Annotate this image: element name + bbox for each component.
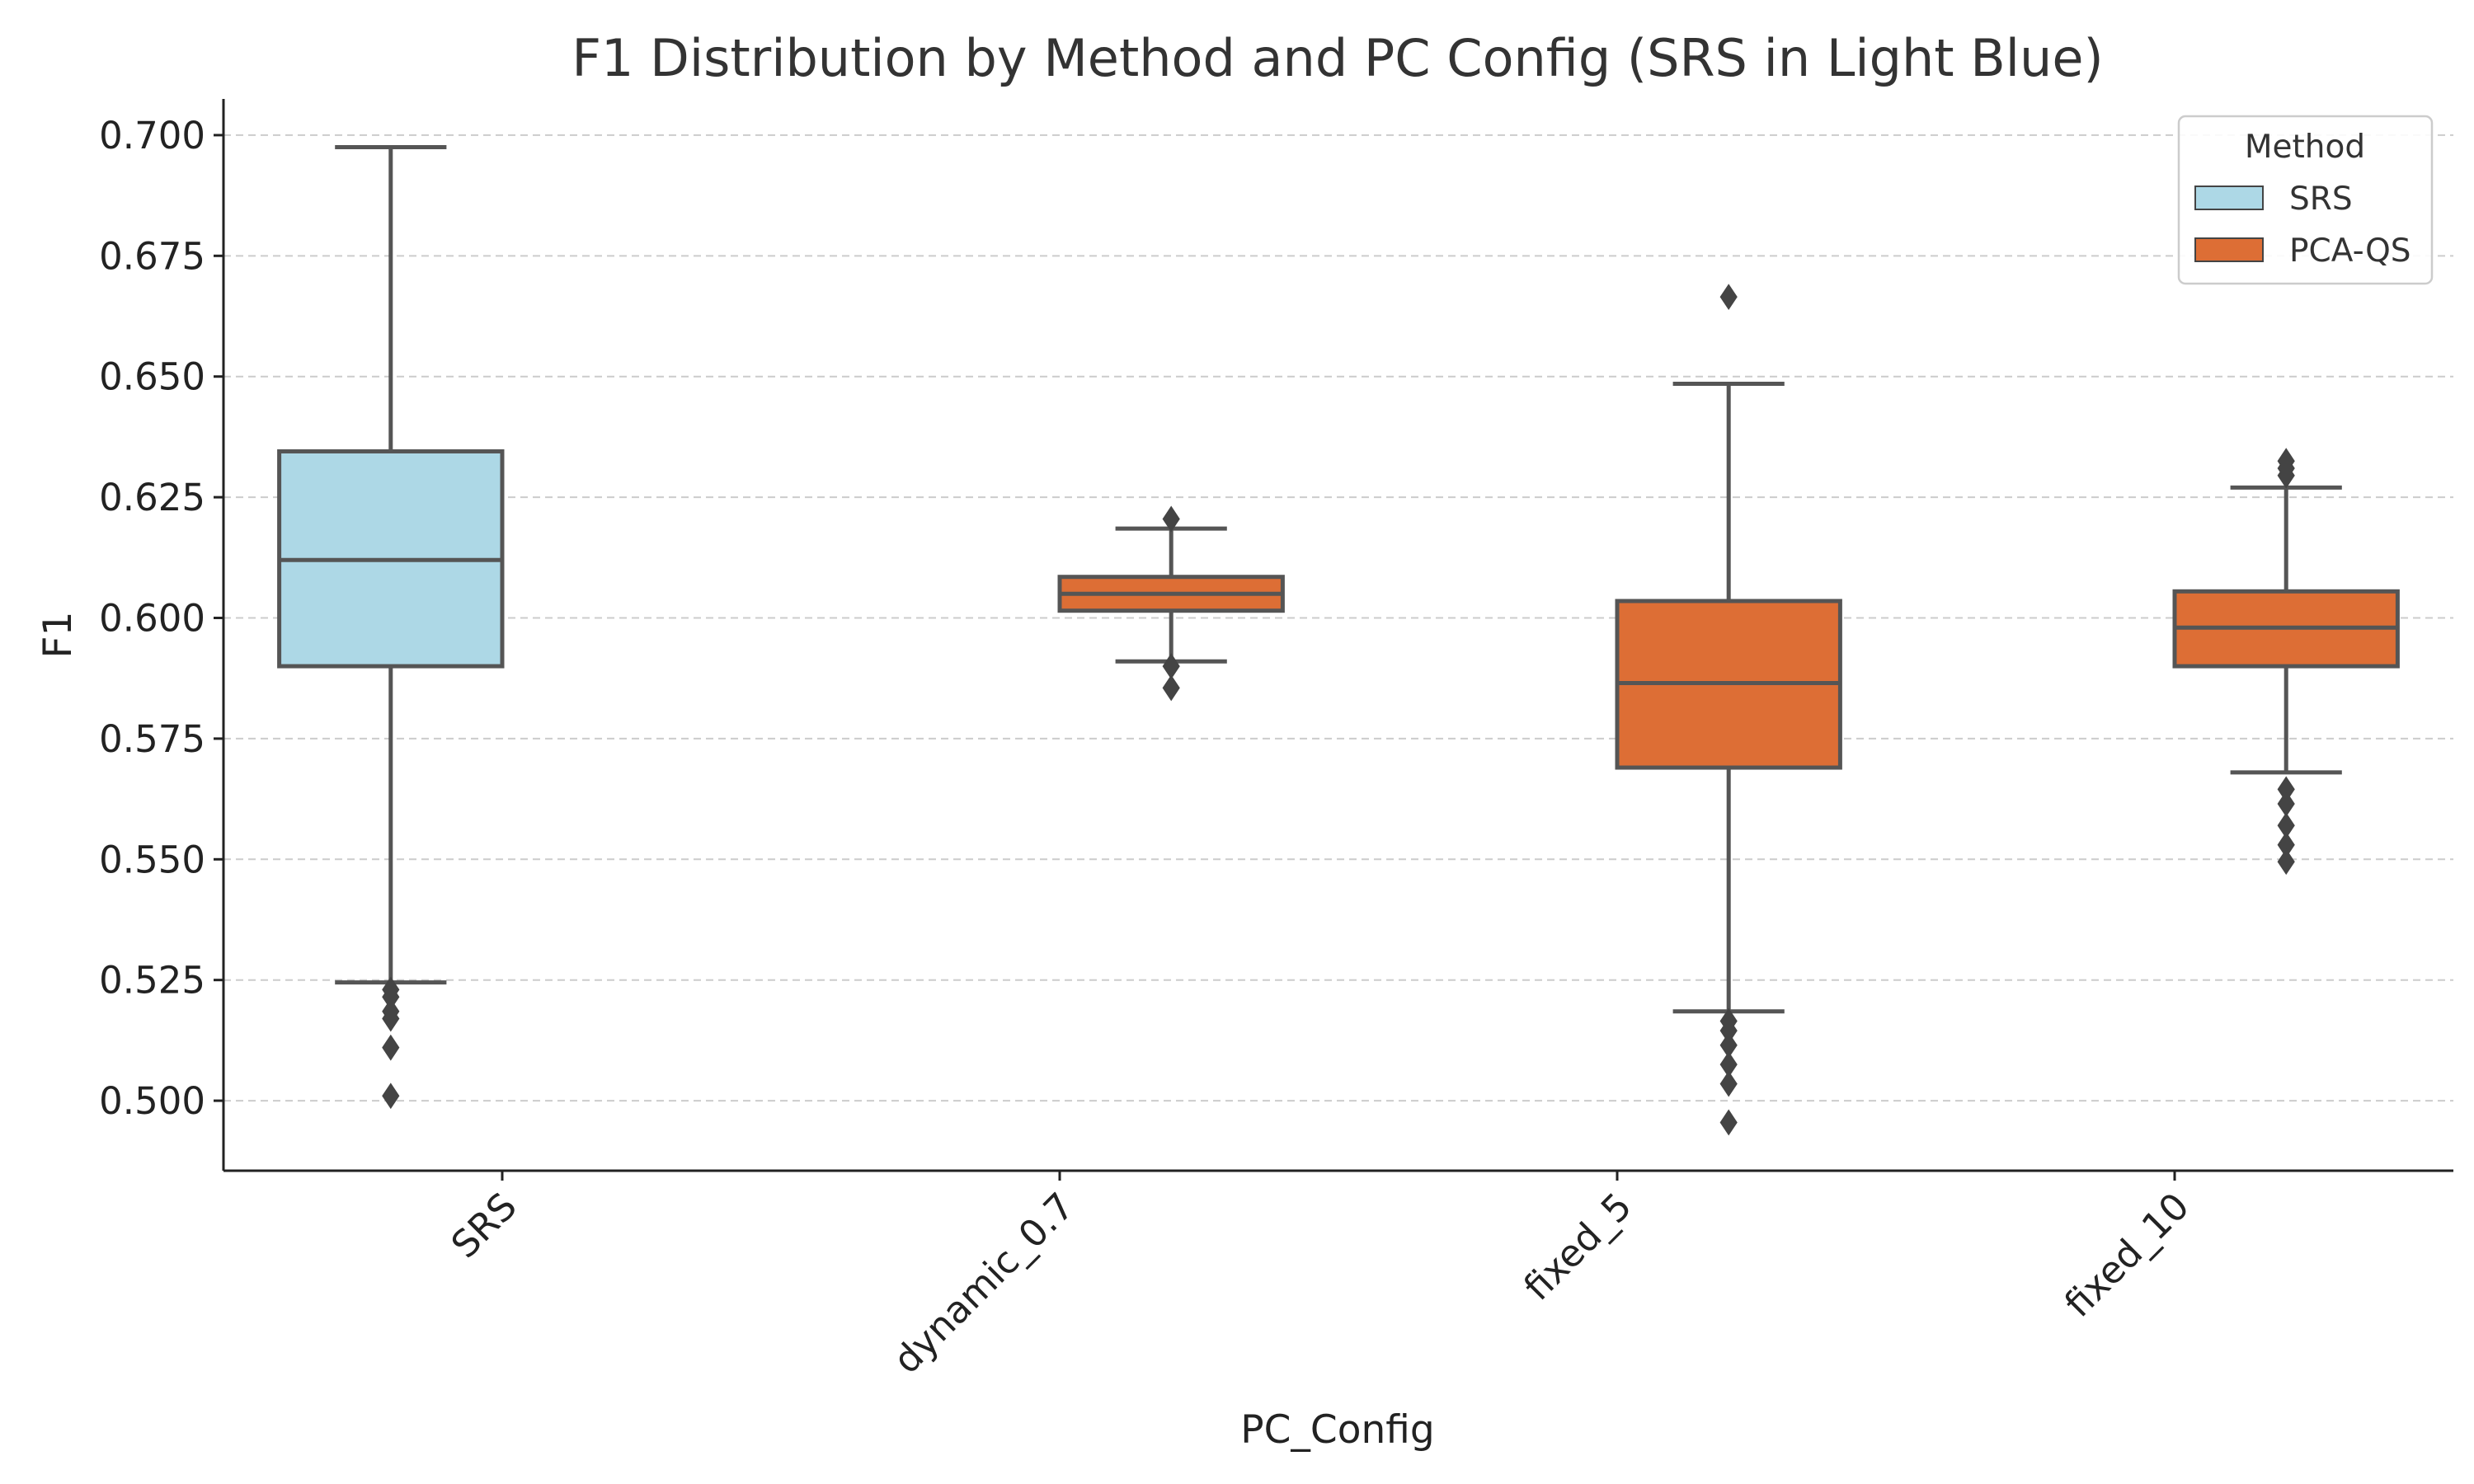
y-tick-label: 0.625 (99, 476, 205, 519)
outlier-point (382, 1082, 400, 1110)
legend-label-pca-qs: PCA-QS (2289, 232, 2411, 270)
y-tick-label: 0.600 (99, 597, 205, 641)
outlier-point (382, 1005, 400, 1032)
legend-swatch-pca-qs (2194, 237, 2264, 262)
outlier-point (1719, 284, 1738, 310)
outlier-point (382, 1034, 400, 1061)
y-tick-label: 0.675 (99, 234, 205, 278)
outlier-point (2277, 848, 2295, 876)
x-ticks: SRS dynamic_0.7 fixed_5 fixed_10 (443, 1171, 2198, 1382)
outlier-point (1162, 674, 1180, 702)
y-axis-label: F1 (35, 612, 81, 659)
y-tick-label: 0.650 (99, 355, 205, 399)
legend: Method SRS PCA-QS (2177, 115, 2434, 285)
x-tick-label: fixed_10 (2056, 1184, 2198, 1326)
legend-swatch-srs (2194, 186, 2264, 210)
outlier-point (1162, 505, 1180, 533)
chart-title: F1 Distribution by Method and PC Config … (571, 28, 2103, 88)
outlier-point (1719, 1070, 1738, 1097)
x-tick-label: SRS (443, 1184, 525, 1266)
y-ticks: 0.500 0.525 0.550 0.575 0.600 0.625 0.650 0.675… (99, 114, 223, 1123)
x-tick-label: fixed_5 (1515, 1184, 1639, 1308)
y-tick-label: 0.500 (99, 1079, 205, 1123)
box-fixed_10 (2172, 448, 2400, 876)
box-SRS (277, 145, 505, 1110)
x-axis-label: PC_Config (1240, 1407, 1434, 1453)
outlier-point (1719, 1109, 1738, 1136)
axes (222, 99, 2453, 1172)
legend-title: Method (2245, 129, 2365, 166)
boxes (277, 145, 2400, 1136)
outlier-point (2277, 462, 2295, 489)
y-tick-label: 0.525 (99, 959, 205, 1003)
y-tick-label: 0.700 (99, 114, 205, 157)
y-tick-label: 0.575 (99, 717, 205, 761)
x-tick-label: dynamic_0.7 (885, 1184, 1083, 1382)
legend-label-srs: SRS (2289, 181, 2353, 218)
box-fixed_5 (1615, 284, 1842, 1136)
gridlines (223, 134, 2453, 1102)
y-tick-label: 0.550 (99, 838, 205, 881)
box-dynamic_0.7 (1057, 505, 1285, 702)
